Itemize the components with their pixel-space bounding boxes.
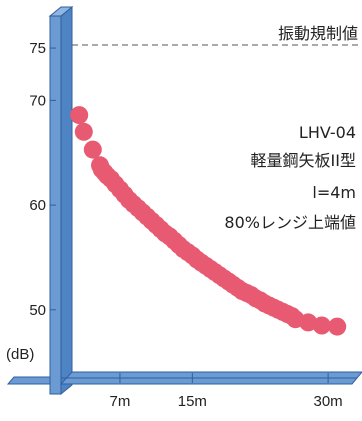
data-point [299,313,318,332]
data-point [312,316,331,335]
data-point [328,317,347,336]
data-points [70,106,347,336]
annotation-line: 80%レンジ上端値 [224,213,356,232]
y-tick-label: 75 [29,40,46,57]
data-point [74,122,93,141]
x-tick-label: 30m [314,393,343,410]
data-point [83,140,102,159]
y-tick-label: 50 [29,302,46,319]
y-axis-label: (dB) [6,346,34,363]
regulation-line-label: 振動規制値 [278,24,358,43]
annotation-line: l=4m [312,183,356,202]
y-tick-label: 60 [29,197,46,214]
x-tick-label: 15m [178,393,207,410]
x-tick-label: 7m [110,393,131,410]
axes [6,5,362,396]
data-point [70,106,89,125]
annotation-line: LHV-04 [299,123,356,142]
y-tick-label: 70 [29,92,46,109]
labels: 振動規制値 50 60 70 75 (dB) 7m 15m 30m LHV-04 軽量鋼矢板II型 l… [6,24,358,410]
annotation-line: 軽量鋼矢板II型 [251,151,356,170]
